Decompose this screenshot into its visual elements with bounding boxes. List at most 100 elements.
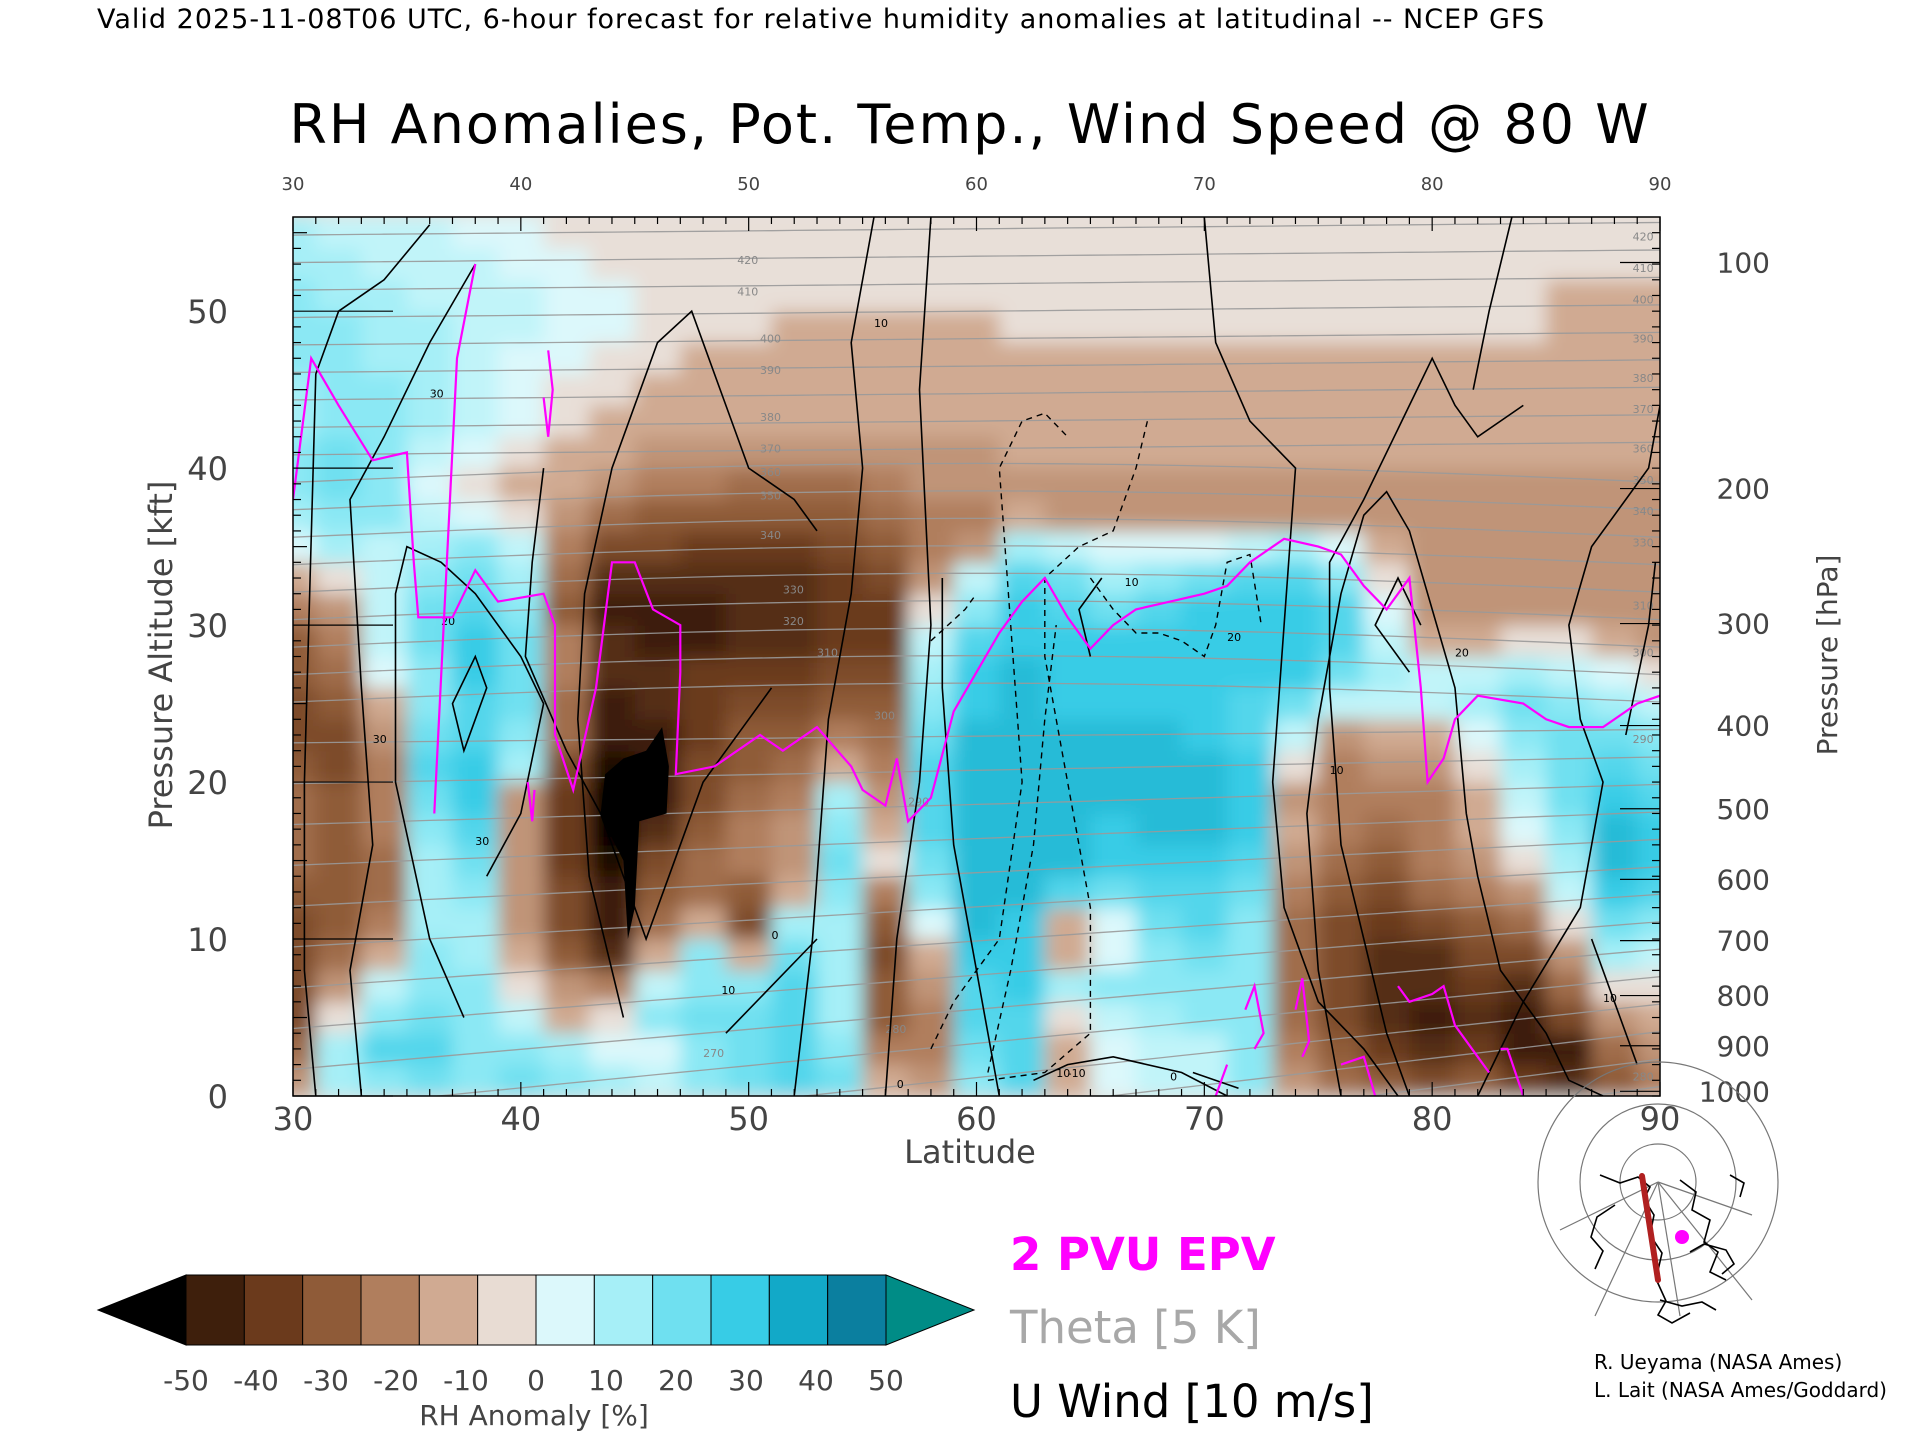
heatmap-cell	[680, 593, 727, 626]
heatmap-cell	[634, 876, 681, 909]
u-wind-label: 0	[897, 1078, 904, 1091]
heatmap-cell	[1591, 844, 1638, 877]
heatmap-cell	[999, 593, 1046, 626]
heatmap-cell	[862, 939, 909, 971]
heatmap-cell	[1546, 436, 1593, 469]
heatmap-cell	[999, 970, 1046, 1003]
heatmap-cell	[361, 656, 408, 689]
y-tick-label: 20	[187, 764, 228, 802]
heatmap-cell	[498, 844, 545, 877]
theta-label: 380	[760, 411, 781, 424]
heatmap-cell	[543, 311, 590, 344]
heatmap-cell	[498, 970, 545, 1003]
heatmap-cell	[1181, 593, 1228, 626]
heatmap-cell	[862, 844, 909, 877]
theta-labels: 270 280 290 300 310 320 330 340 350 360 370 380 390 4…	[703, 231, 1654, 1084]
map-transect	[1639, 1173, 1661, 1283]
heatmap-cell	[1318, 468, 1365, 501]
heatmap-cell	[725, 405, 772, 438]
theta-label: 340	[760, 529, 781, 542]
theta-label-right: 310	[1633, 599, 1654, 612]
heatmap-cell	[1500, 1001, 1547, 1034]
heatmap-cell	[1044, 593, 1091, 626]
heatmap-cell	[315, 970, 362, 1003]
heatmap-cell	[999, 468, 1046, 501]
heatmap-cell	[1044, 970, 1091, 1003]
theta-label: 400	[760, 333, 781, 346]
heatmap-cell	[315, 625, 362, 657]
heatmap-cell	[1637, 719, 1660, 752]
heatmap-cell	[315, 1033, 362, 1066]
colorbar-segment	[535, 1274, 595, 1346]
heatmap-cell	[1454, 1033, 1502, 1066]
heatmap-cell	[1500, 782, 1547, 814]
heatmap-cell	[543, 939, 590, 971]
heatmap-cell	[293, 279, 317, 312]
heatmap-cell	[1363, 279, 1410, 312]
heatmap-cell	[361, 1001, 408, 1034]
pressure-tick-label: 200	[1717, 473, 1770, 506]
heatmap-cell	[862, 248, 909, 281]
heatmap-cell	[1546, 939, 1593, 971]
theta-line	[293, 921, 1660, 1030]
heatmap-cell	[406, 468, 453, 501]
u-wind-contour	[1192, 1071, 1239, 1089]
heatmap-cell	[452, 499, 499, 532]
heatmap-cell	[1181, 1001, 1228, 1034]
heatmap-cell	[725, 719, 772, 752]
heatmap-cell	[315, 687, 362, 720]
heatmap-cell	[1637, 939, 1660, 971]
heatmap-cell	[1318, 436, 1365, 469]
theta-line	[293, 948, 1660, 1070]
heatmap-cell	[1181, 656, 1228, 689]
pressure-tick-label: 1000	[1699, 1075, 1770, 1108]
heatmap-cell	[862, 813, 909, 846]
heatmap-cell	[725, 593, 772, 626]
theta-line	[1105, 1030, 1660, 1096]
heatmap-cell	[1272, 342, 1319, 375]
pv-2pvu-line	[293, 263, 1660, 1096]
heatmap-cell	[1181, 1033, 1228, 1066]
heatmap-cell	[589, 719, 636, 752]
u-wind-label: 10	[1603, 992, 1617, 1005]
heatmap-cell	[406, 750, 453, 783]
heatmap-cell	[908, 311, 955, 344]
heatmap-cell	[1591, 436, 1638, 469]
pressure-ticks	[1620, 232, 1660, 1097]
heatmap-cell	[1454, 499, 1502, 532]
heatmap-cell	[771, 373, 818, 406]
heatmap-cell	[1546, 813, 1593, 846]
heatmap-cell	[1409, 813, 1456, 846]
heatmap-cell	[1637, 436, 1660, 469]
u-wind-label: 0	[771, 929, 778, 942]
heatmap-cell	[498, 279, 545, 312]
heatmap-cell	[771, 907, 818, 940]
theta-line	[293, 359, 1660, 374]
heatmap-cell	[680, 719, 727, 752]
theta-label: 420	[737, 254, 758, 267]
u-wind-contour	[793, 217, 875, 1096]
heatmap-cell	[406, 373, 453, 406]
theta-label: 370	[760, 442, 781, 455]
heatmap-cell	[1591, 719, 1638, 752]
heatmap-cell	[725, 656, 772, 689]
heatmap-cell	[406, 939, 453, 971]
heatmap-cell	[1181, 562, 1228, 595]
theta-line	[293, 811, 1660, 866]
theta-line	[293, 249, 1660, 264]
heatmap-cell	[315, 248, 362, 281]
heatmap-cell	[1546, 311, 1593, 344]
heatmap-cell	[452, 939, 499, 971]
heatmap-cell	[293, 625, 317, 657]
theta-line	[293, 331, 1660, 346]
heatmap-cell	[1135, 373, 1183, 406]
heatmap-cell	[1135, 907, 1183, 940]
heatmap-cell	[1409, 499, 1456, 532]
heatmap-cell	[1318, 625, 1365, 657]
heatmap-cell	[1500, 719, 1547, 752]
heatmap-cell	[293, 468, 317, 501]
locator-map	[1537, 1061, 1779, 1324]
u-wind-contour	[1306, 490, 1604, 1096]
heatmap-cell	[1500, 593, 1547, 626]
heatmap-cell	[1318, 499, 1365, 532]
